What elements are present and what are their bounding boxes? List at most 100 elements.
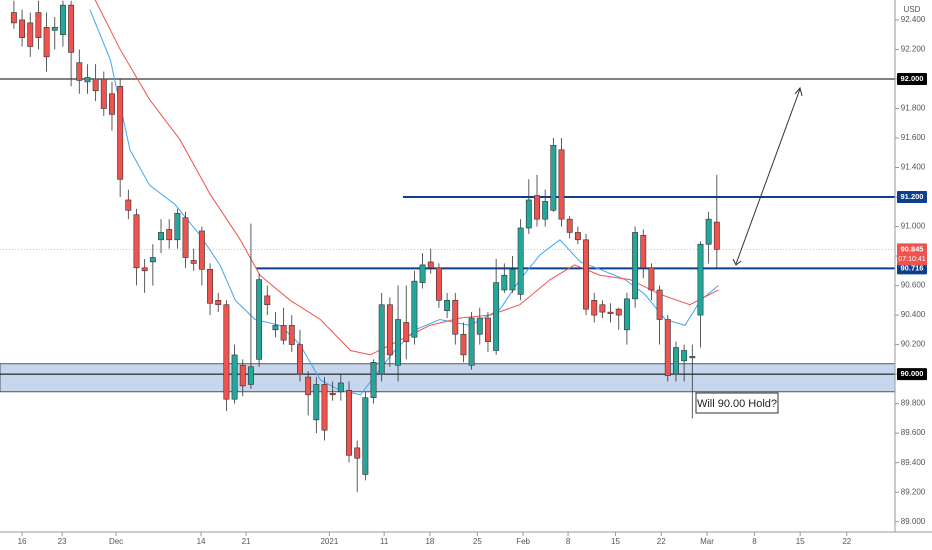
candle-body: [182, 217, 189, 258]
currency-label: USD: [904, 5, 921, 14]
x-tick-label: 14: [197, 537, 206, 546]
y-tick-label: 92.200: [901, 45, 926, 54]
candle-body: [141, 267, 148, 272]
x-tick-label: Mar: [700, 537, 714, 546]
price-badge: [897, 72, 927, 85]
y-tick-label: 91.000: [901, 222, 926, 231]
candle-body: [648, 267, 655, 291]
candle-body: [656, 289, 663, 320]
candle-body: [158, 232, 164, 241]
candle-body: [280, 325, 287, 341]
candle-body: [346, 390, 352, 456]
x-tick-label: 25: [473, 537, 482, 546]
last-price-badge: [897, 243, 927, 266]
annotation-text: Will 90.00 Hold?: [697, 398, 777, 410]
x-tick-label: 22: [842, 537, 851, 546]
candle-body: [133, 214, 140, 269]
candle-body: [697, 243, 704, 316]
candle-body: [705, 218, 712, 245]
x-tick-label: 21: [242, 537, 251, 546]
last-price-label: 90.845: [901, 244, 924, 253]
candle-body: [329, 392, 336, 396]
candle-body: [198, 230, 205, 270]
candle-body: [599, 304, 606, 313]
candle-body: [313, 384, 320, 421]
candle-body: [632, 232, 639, 300]
candle-body: [264, 295, 271, 306]
x-tick-label: Feb: [516, 537, 530, 546]
level-layer: [0, 78, 895, 375]
y-tick-label: 90.200: [901, 340, 926, 349]
candle-body: [419, 264, 426, 283]
candle-body: [444, 300, 451, 311]
candle-body: [27, 22, 34, 47]
candle-body: [713, 221, 720, 250]
price-badge-label: 90.716: [901, 263, 924, 272]
candle-body: [493, 282, 500, 351]
y-tick-label: 89.800: [901, 399, 926, 408]
y-tick-label: 91.400: [901, 163, 926, 172]
y-tick-label: 90.400: [901, 310, 926, 319]
candle-body: [378, 304, 385, 375]
candle-body: [550, 145, 557, 211]
candle-body: [566, 218, 573, 233]
y-tick-label: 92.400: [901, 15, 926, 24]
price-badge-label: 90.000: [901, 369, 924, 378]
x-tick-label: 15: [796, 537, 805, 546]
x-tick-label: Dec: [109, 537, 123, 546]
candle-body: [51, 27, 58, 31]
candle-body: [672, 347, 679, 375]
candle-body: [288, 325, 295, 345]
candle-body: [403, 322, 410, 342]
candle-body: [370, 361, 377, 399]
candle-body: [664, 319, 671, 376]
candle-body: [207, 269, 214, 304]
price-badge: [897, 368, 927, 381]
candle-body: [337, 382, 344, 393]
y-tick-label: 89.600: [901, 428, 926, 437]
y-tick-label: 91.600: [901, 133, 926, 142]
support-zone: [0, 363, 896, 393]
candle-body: [501, 274, 508, 291]
x-tick-label: 8: [752, 537, 757, 546]
annotation: Will 90.00 Hold?: [695, 392, 779, 414]
x-tick-label: 23: [58, 537, 67, 546]
candle-body: [215, 300, 222, 306]
y-tick-label: 89.000: [901, 517, 926, 526]
candle-body: [517, 227, 524, 295]
candle-body: [509, 269, 516, 291]
candle-body: [362, 397, 369, 475]
x-tick-label: 11: [380, 537, 389, 546]
candle-body: [43, 27, 50, 58]
candle-body: [117, 86, 124, 180]
y-tick-label: 91.800: [901, 104, 926, 113]
price-badge-label: 92.000: [901, 74, 924, 83]
candle-body: [19, 19, 26, 38]
candle-body: [591, 300, 598, 316]
candle-body: [100, 78, 107, 109]
candle-body: [525, 199, 532, 229]
candle-body: [239, 364, 246, 387]
arrow: [732, 86, 803, 266]
candle-body: [59, 4, 66, 35]
candle-body: [485, 317, 491, 342]
candle-body: [166, 229, 173, 241]
candle-body: [354, 447, 361, 459]
x-tick-label: 15: [611, 537, 620, 546]
candle-body: [125, 199, 132, 211]
price-badge: [897, 262, 927, 275]
arrow-head: [794, 86, 803, 97]
zone-layer: [0, 363, 896, 393]
candle-body: [149, 257, 156, 263]
candle-body: [321, 384, 328, 431]
candle-layer: [10, 0, 720, 493]
arrow-line: [735, 88, 801, 265]
candle-body: [395, 319, 402, 366]
candle-body: [10, 12, 17, 24]
countdown-label: 07:10:41: [898, 256, 925, 263]
candle-body: [386, 304, 393, 356]
candle-body: [231, 354, 238, 400]
candle-body: [574, 232, 581, 241]
